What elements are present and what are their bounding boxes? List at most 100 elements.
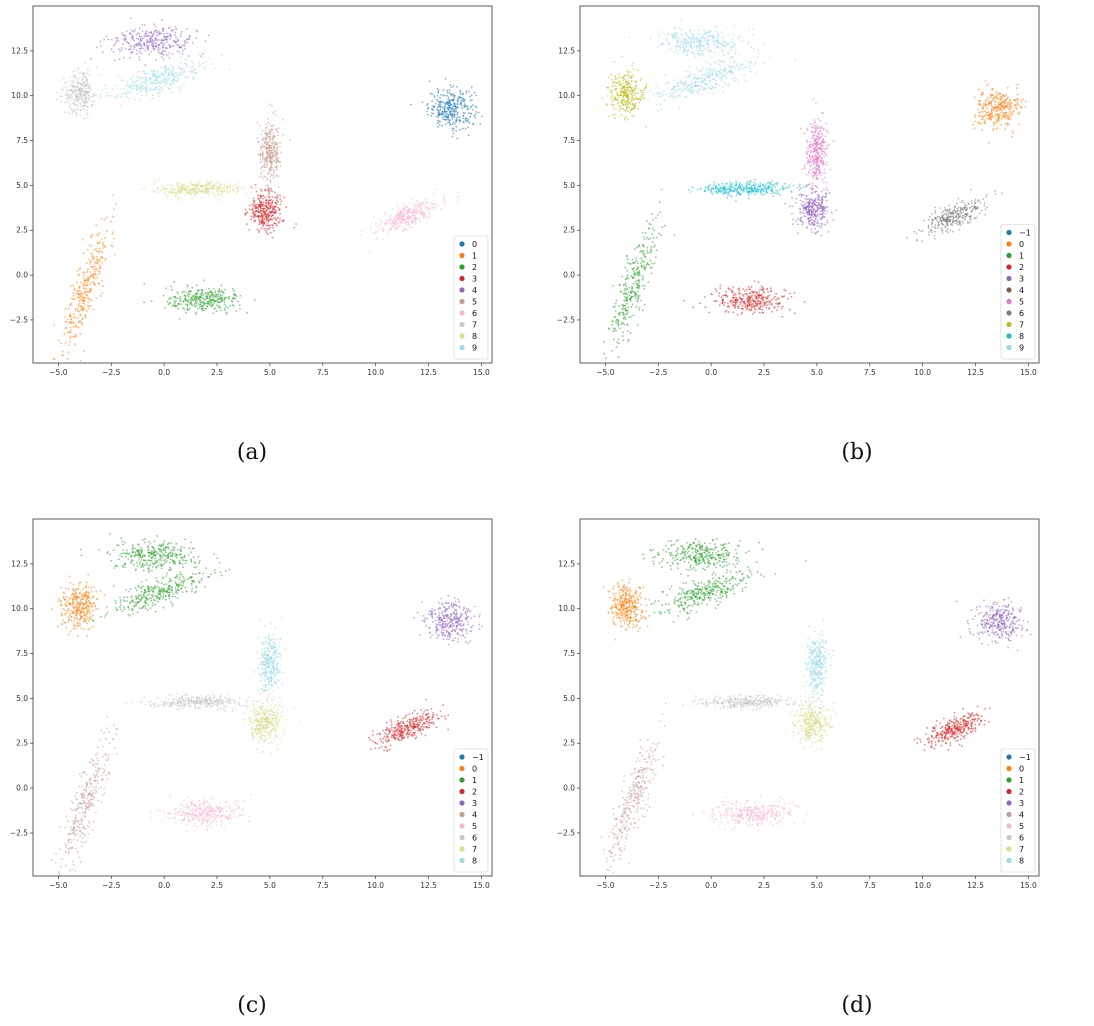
scatter-point: [219, 184, 222, 187]
scatter-point: [172, 305, 175, 307]
scatter-point: [180, 30, 183, 33]
scatter-point: [193, 304, 196, 307]
scatter-point: [813, 140, 815, 143]
scatter-point: [179, 67, 182, 70]
scatter-point: [719, 287, 722, 290]
scatter-point: [992, 129, 994, 131]
scatter-point: [382, 238, 385, 241]
scatter-point: [92, 273, 95, 276]
scatter-point: [183, 186, 186, 189]
scatter-point: [136, 86, 139, 89]
scatter-point: [818, 143, 820, 146]
scatter-point: [987, 115, 990, 117]
scatter-point: [1011, 101, 1013, 104]
scatter-point: [184, 70, 186, 73]
scatter-point: [246, 223, 248, 226]
scatter-point: [268, 196, 271, 198]
scatter-point: [749, 299, 751, 302]
scatter-point: [162, 30, 164, 33]
scatter-point: [80, 306, 83, 308]
scatter-point: [455, 110, 458, 113]
scatter-point: [660, 234, 662, 237]
scatter-point: [1006, 106, 1009, 108]
scatter-point: [84, 297, 86, 300]
scatter-point: [153, 70, 156, 73]
scatter-point: [196, 307, 199, 310]
x-tick-label: 7.5: [864, 368, 876, 377]
scatter-point: [69, 75, 72, 78]
scatter-point: [820, 222, 823, 225]
scatter-point: [156, 81, 159, 84]
scatter-point: [190, 296, 192, 299]
scatter-point: [751, 306, 754, 309]
scatter-point: [749, 288, 751, 291]
scatter-point: [399, 218, 402, 221]
scatter-point: [430, 202, 432, 204]
scatter-point: [271, 196, 274, 198]
scatter-point: [258, 154, 261, 156]
scatter-point: [825, 163, 828, 166]
scatter-point: [704, 306, 707, 309]
scatter-point: [81, 317, 84, 320]
scatter-point: [268, 159, 271, 162]
scatter-point: [818, 169, 821, 172]
scatter-point: [395, 226, 398, 229]
scatter-point: [165, 72, 168, 74]
scatter-point: [1003, 95, 1006, 98]
scatter-point: [270, 211, 273, 213]
scatter-point: [93, 249, 96, 251]
scatter-point: [746, 304, 749, 307]
scatter-point: [235, 310, 238, 312]
scatter-point: [188, 38, 191, 41]
scatter-point: [412, 219, 415, 222]
cluster-6: [906, 188, 1003, 243]
scatter-point: [735, 296, 737, 299]
scatter-point: [1003, 100, 1006, 103]
scatter-point: [264, 160, 267, 163]
scatter-point: [978, 114, 980, 117]
scatter-point: [245, 192, 248, 195]
scatter-point: [999, 99, 1002, 101]
scatter-point: [466, 120, 469, 122]
scatter-point: [813, 121, 816, 124]
scatter-point: [446, 101, 449, 103]
scatter-point: [198, 306, 201, 309]
scatter-point: [213, 67, 216, 70]
scatter-point: [217, 297, 220, 300]
scatter-point: [187, 309, 190, 312]
scatter-point: [627, 291, 630, 294]
scatter-point: [71, 96, 73, 98]
scatter-point: [119, 104, 122, 107]
scatter-point: [983, 110, 986, 113]
scatter-point: [998, 120, 1000, 122]
scatter-point: [69, 335, 72, 338]
scatter-point: [260, 227, 263, 230]
scatter-point: [624, 318, 627, 321]
scatter-point: [994, 113, 997, 115]
scatter-point: [86, 101, 89, 103]
scatter-point: [80, 90, 83, 93]
scatter-point: [79, 333, 82, 335]
scatter-point: [817, 213, 819, 216]
scatter-point: [219, 306, 222, 309]
scatter-point: [968, 203, 970, 205]
scatter-point: [81, 105, 84, 107]
scatter-point: [749, 292, 751, 295]
scatter-point: [67, 98, 69, 101]
scatter-point: [825, 186, 828, 189]
scatter-point: [112, 215, 114, 218]
scatter-point: [360, 234, 363, 237]
scatter-point: [453, 96, 455, 98]
scatter-point: [819, 137, 821, 140]
scatter-point: [729, 300, 731, 303]
scatter-point: [192, 188, 195, 191]
scatter-point: [651, 262, 653, 265]
scatter-point: [178, 87, 180, 90]
scatter-point: [1005, 98, 1008, 101]
scatter-point: [1017, 104, 1020, 106]
scatter-point: [469, 107, 472, 109]
scatter-point: [433, 106, 435, 108]
scatter-point: [410, 226, 413, 228]
scatter-point: [206, 189, 209, 192]
scatter-point: [220, 190, 223, 193]
